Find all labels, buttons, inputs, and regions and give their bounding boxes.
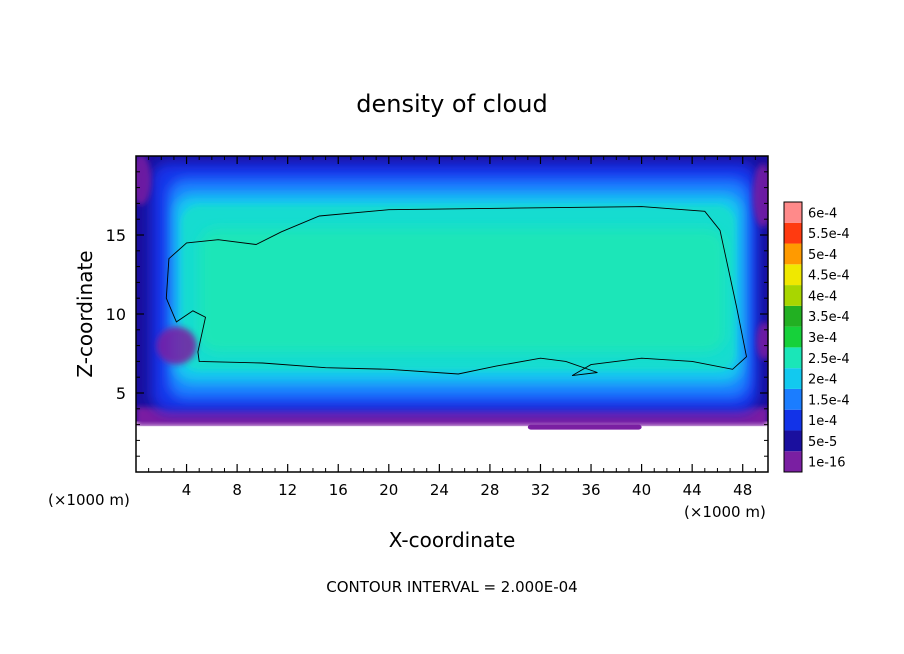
colorbar-swatch [784, 264, 802, 286]
y-tick-label: 5 [116, 384, 126, 403]
field-base-dip [527, 424, 642, 430]
colorbar-label: 1e-4 [808, 414, 837, 429]
x-tick-label: 32 [531, 481, 550, 499]
colorbar-label: 4.5e-4 [808, 269, 850, 284]
plot-area [136, 156, 768, 472]
x-tick-label: 12 [278, 481, 297, 499]
x-tick-label: 24 [430, 481, 449, 499]
contour-interval-footer: CONTOUR INTERVAL = 2.000E-04 [326, 578, 577, 596]
colorbar-swatch [784, 243, 802, 265]
x-tick-label: 28 [480, 481, 499, 499]
colorbar-label: 2e-4 [808, 373, 837, 388]
contour-line-layer [165, 206, 747, 377]
y-axis-label: Z-coordinate [73, 250, 97, 377]
colorbar-swatch [784, 326, 802, 348]
colorbar: 1e-16 5e-5 1e-4 1.5e-4 2e-4 2.5e-4 3e-4 3.5e-4 4… [783, 201, 850, 473]
x-tick-label: 20 [379, 481, 398, 499]
x-tick-label: 40 [632, 481, 651, 499]
colorbar-swatch [784, 202, 802, 223]
colorbar-label: 5e-5 [808, 435, 837, 450]
colorbar-label: 6e-4 [808, 206, 837, 221]
x-tick-label: 36 [581, 481, 600, 499]
colorbar-swatch [784, 368, 802, 389]
colorbar-swatch [784, 222, 802, 244]
colorbar-label: 3e-4 [808, 331, 837, 346]
colorbar-swatch [784, 409, 802, 431]
density-field [136, 156, 768, 472]
colorbar-label: 5e-4 [808, 248, 837, 263]
colorbar-label: 5.5e-4 [808, 227, 850, 242]
colorbar-frame [783, 201, 803, 473]
colorbar-label: 2.5e-4 [808, 352, 850, 367]
x-unit-left: (×1000 m) [48, 491, 130, 509]
field-empty-region [136, 426, 768, 472]
y-axis: 5 10 15 [106, 171, 768, 457]
x-unit-right: (×1000 m) [684, 503, 766, 521]
colorbar-swatch [784, 305, 802, 327]
colorbar-swatch [784, 451, 802, 472]
colorbar-swatch [784, 430, 802, 452]
colorbar-label: 1e-16 [808, 456, 846, 471]
field-pocket-3 [756, 321, 768, 360]
colorbar-swatch [784, 285, 802, 306]
y-tick-label: 15 [106, 226, 126, 245]
x-axis: 4 8 12 16 20 24 28 32 36 40 44 48 [148, 156, 756, 499]
x-axis-label: X-coordinate [389, 528, 516, 552]
colorbar-swatch [784, 347, 802, 369]
chart-title: density of cloud [356, 90, 547, 118]
field-pocket-1 [136, 156, 152, 205]
x-tick-label: 16 [329, 481, 348, 499]
field-pocket-2 [752, 163, 768, 228]
colorbar-label: 4e-4 [808, 289, 837, 304]
colorbar-swatch [784, 388, 802, 410]
x-tick-label: 4 [182, 481, 192, 499]
contour-line [165, 206, 747, 377]
x-tick-label: 48 [733, 481, 752, 499]
x-tick-label: 44 [683, 481, 702, 499]
x-tick-label: 8 [232, 481, 242, 499]
colorbar-label: 3.5e-4 [808, 310, 850, 325]
field-pocket-0 [156, 326, 197, 365]
field-band-4 [199, 228, 726, 352]
colorbar-label: 1.5e-4 [808, 393, 850, 408]
y-tick-label: 10 [106, 305, 126, 324]
